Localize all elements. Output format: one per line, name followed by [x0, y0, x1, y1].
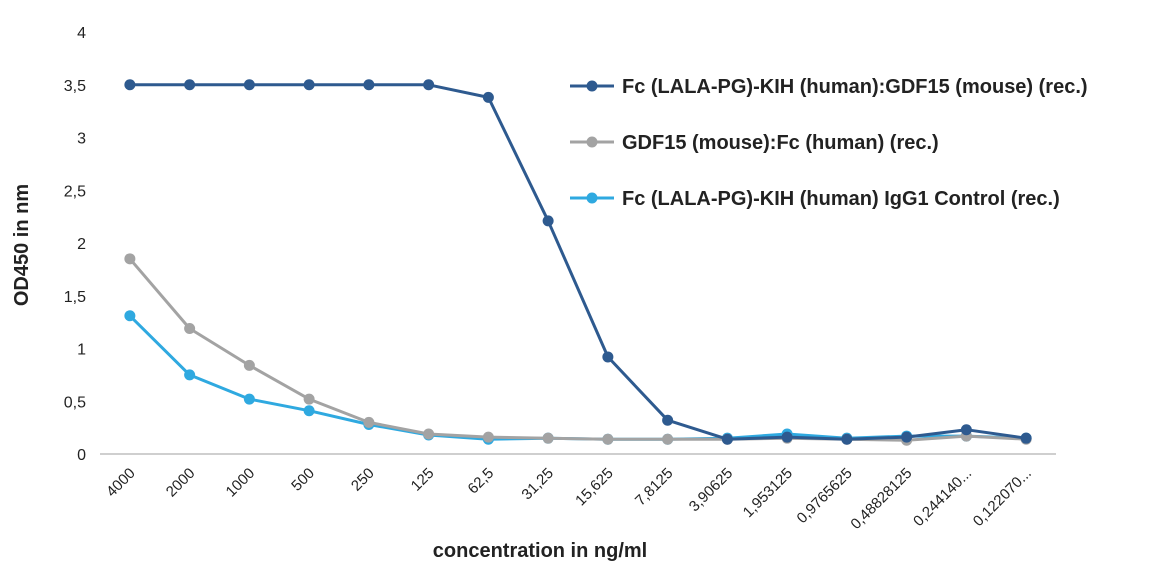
- data-point: [721, 433, 733, 445]
- x-tick-label: 1000: [223, 465, 259, 501]
- data-point: [184, 322, 196, 334]
- x-tick-label: 4000: [103, 465, 139, 501]
- data-point: [542, 432, 554, 444]
- x-tick-label: 3,90625: [686, 465, 736, 515]
- data-point: [423, 428, 435, 440]
- data-point: [243, 79, 255, 91]
- y-axis-title: OD450 in nm: [11, 184, 33, 306]
- x-tick-label: 2000: [163, 465, 199, 501]
- x-tick-label: 500: [288, 465, 318, 495]
- x-tick-label: 7,8125: [632, 465, 676, 509]
- data-point: [124, 79, 136, 91]
- legend-item: GDF15 (mouse):Fc (human) (rec.): [570, 132, 939, 154]
- legend: Fc (LALA-PG)-KIH (human):GDF15 (mouse) (…: [570, 76, 1088, 210]
- data-point: [423, 79, 435, 91]
- x-tick-label: 62,5: [465, 465, 498, 498]
- data-point: [960, 424, 972, 436]
- series-3: [124, 310, 1032, 445]
- legend-swatch-marker: [586, 192, 598, 204]
- legend-swatch-marker: [586, 80, 598, 92]
- x-tick-label: 31,25: [518, 465, 557, 504]
- y-tick-label: 1: [77, 342, 86, 359]
- data-point: [303, 405, 315, 417]
- x-axis-title: concentration in ng/ml: [433, 540, 647, 562]
- y-tick-label: 0,5: [64, 394, 86, 411]
- x-tick-label: 0,9765625: [794, 465, 856, 527]
- data-point: [602, 351, 614, 363]
- y-tick-label: 3: [77, 131, 86, 148]
- data-point: [662, 414, 674, 426]
- series-2: [124, 253, 1032, 446]
- legend-item: Fc (LALA-PG)-KIH (human):GDF15 (mouse) (…: [570, 76, 1088, 98]
- y-tick-label: 2: [77, 236, 86, 253]
- legend-item: Fc (LALA-PG)-KIH (human) IgG1 Control (r…: [570, 188, 1060, 210]
- series-1: [124, 79, 1032, 445]
- data-point: [124, 253, 136, 265]
- y-tick-label: 4: [77, 25, 86, 42]
- y-tick-label: 3,5: [64, 78, 86, 95]
- data-point: [243, 359, 255, 371]
- data-point: [243, 393, 255, 405]
- data-point: [901, 431, 913, 443]
- x-tick-label: 0,122070...: [970, 465, 1035, 530]
- x-tick-label: 0,244140...: [910, 465, 975, 530]
- legend-label: GDF15 (mouse):Fc (human) (rec.): [622, 132, 939, 154]
- data-point: [184, 79, 196, 91]
- x-tick-label: 1,953125: [740, 465, 796, 521]
- data-point: [542, 215, 554, 227]
- data-point: [482, 91, 494, 103]
- data-point: [482, 431, 494, 443]
- data-point: [1020, 432, 1032, 444]
- series-layer: [124, 79, 1032, 446]
- legend-swatch-marker: [586, 136, 598, 148]
- data-point: [662, 433, 674, 445]
- x-tick-label: 125: [408, 465, 438, 495]
- series-line: [128, 314, 1027, 441]
- data-point: [303, 393, 315, 405]
- y-tick-label: 1,5: [64, 289, 86, 306]
- series-line: [128, 257, 1027, 442]
- y-tick-label: 2,5: [64, 183, 86, 200]
- data-point: [363, 79, 375, 91]
- x-tick-label: 15,625: [572, 465, 616, 509]
- x-tick-label: 0,48828125: [847, 465, 915, 533]
- data-point: [602, 433, 614, 445]
- series-line: [129, 83, 1027, 441]
- data-point: [124, 310, 136, 322]
- data-point: [303, 79, 315, 91]
- x-tick-label: 250: [348, 465, 378, 495]
- data-point: [841, 433, 853, 445]
- legend-label: Fc (LALA-PG)-KIH (human) IgG1 Control (r…: [622, 188, 1060, 210]
- y-tick-label: 0: [77, 447, 86, 464]
- legend-label: Fc (LALA-PG)-KIH (human):GDF15 (mouse) (…: [622, 76, 1088, 98]
- data-point: [781, 431, 793, 443]
- data-point: [184, 369, 196, 381]
- data-point: [363, 416, 375, 428]
- x-axis-ticks: 4000 2000 1000 500 250 125 62,5 31,25 15,625 7,81…: [103, 465, 1035, 533]
- y-axis-ticks: 0 0,5 1 1,5 2 2,5 3 3,5 4: [64, 25, 86, 464]
